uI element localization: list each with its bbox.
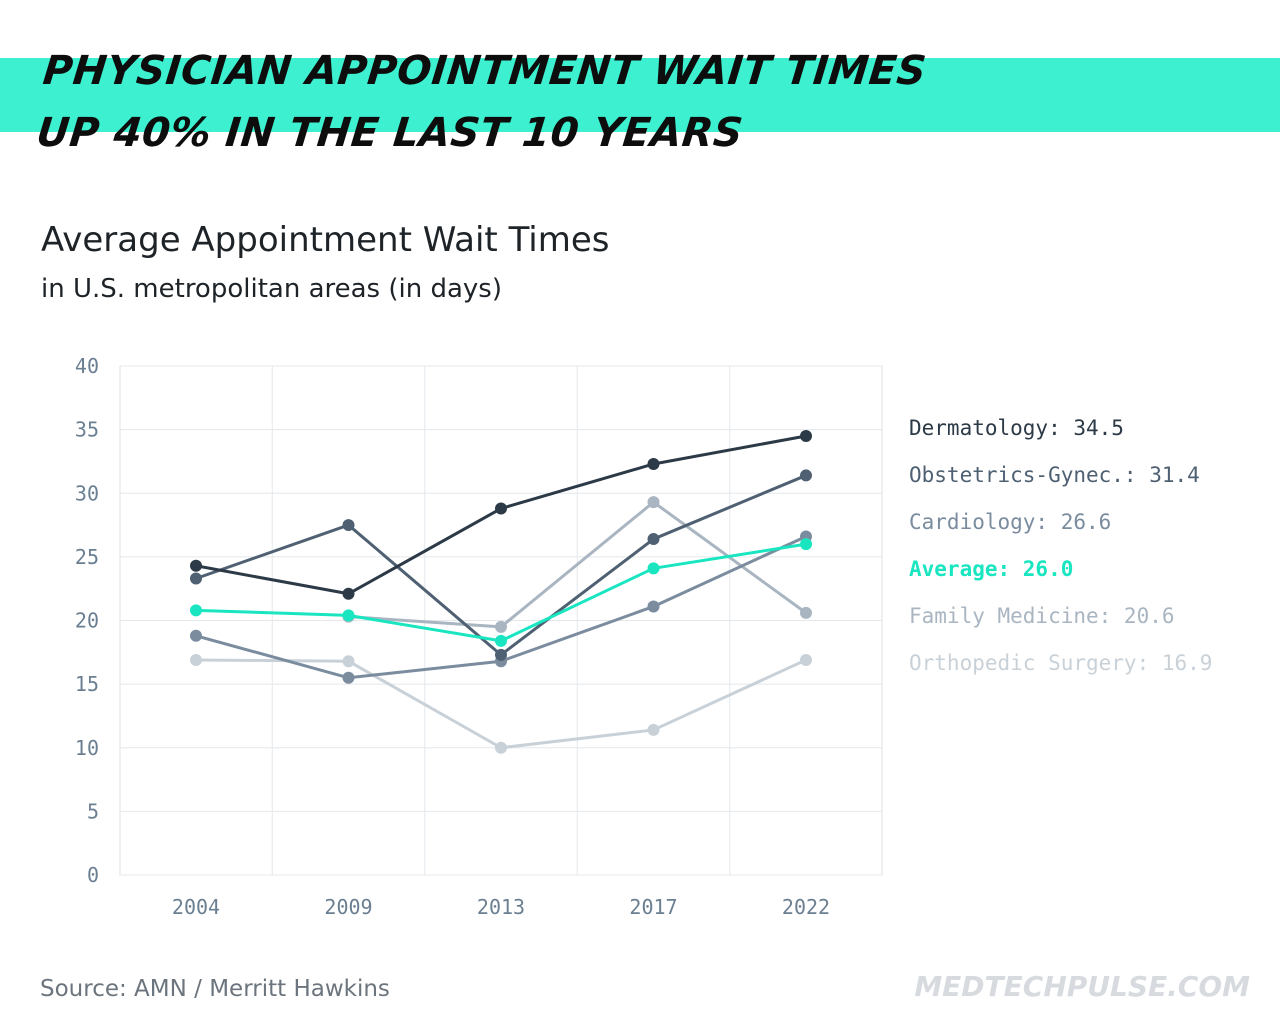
y-tick-label: 25: [75, 545, 99, 569]
data-point-obstetrics-gynec: [800, 469, 812, 482]
data-point-dermatology: [342, 587, 355, 600]
x-tick-label: 2017: [629, 895, 677, 919]
x-tick-label: 2009: [324, 895, 372, 919]
data-point-obstetrics-gynec: [495, 648, 507, 661]
data-point-orthopedic-surgery: [647, 723, 660, 736]
y-tick-label: 35: [75, 418, 99, 442]
legend-label-orthopedic-surgery: Orthopedic Surgery: 16.9: [909, 651, 1212, 675]
data-point-obstetrics-gynec: [342, 519, 355, 532]
x-tick-label: 2013: [477, 895, 525, 919]
data-point-cardiology: [190, 629, 202, 642]
data-point-orthopedic-surgery: [190, 653, 202, 666]
chart-subtitle: in U.S. metropolitan areas (in days): [41, 274, 502, 304]
series-line-orthopedic-surgery: [195, 658, 807, 750]
legend-label-family-medicine: Family Medicine: 20.6: [909, 604, 1175, 628]
data-point-dermatology: [495, 502, 507, 515]
y-tick-label: 30: [75, 481, 99, 505]
legend-label-cardiology: Cardiology: 26.6: [909, 510, 1111, 534]
data-point-average: [190, 604, 202, 617]
data-point-average: [342, 609, 355, 622]
headline-banner: [0, 58, 1280, 132]
data-point-obstetrics-gynec: [190, 572, 202, 585]
data-point-dermatology: [190, 559, 202, 572]
data-point-average: [495, 634, 507, 647]
data-point-obstetrics-gynec: [647, 533, 660, 546]
chart-title: Average Appointment Wait Times: [41, 220, 610, 260]
brand-logo: MEDTECHPULSE.COM: [914, 970, 1250, 1003]
line-chart: 0 5 10 15 20 25 30 35 40 2004 2009 2013 2017 2022 Derm…: [75, 354, 1213, 919]
legend-label-average: Average: 26.0: [909, 557, 1073, 581]
data-point-dermatology: [647, 457, 660, 470]
data-point-dermatology: [800, 429, 812, 442]
y-tick-label: 40: [75, 354, 99, 378]
x-tick-label: 2004: [172, 895, 220, 919]
data-point-orthopedic-surgery: [342, 655, 355, 668]
data-point-family-medicine: [495, 620, 507, 633]
legend-label-obstetrics-gynec: Obstetrics-Gynec.: 31.4: [909, 463, 1200, 487]
source-note: Source: AMN / Merritt Hawkins: [40, 976, 390, 1002]
data-point-cardiology: [342, 671, 355, 684]
data-point-cardiology: [647, 600, 660, 613]
data-point-average: [800, 538, 812, 551]
x-tick-label: 2022: [782, 895, 830, 919]
y-tick-label: 0: [87, 863, 99, 887]
data-point-orthopedic-surgery: [800, 653, 812, 666]
data-point-family-medicine: [647, 496, 660, 509]
y-tick-label: 15: [75, 672, 99, 696]
data-point-orthopedic-surgery: [495, 741, 507, 754]
legend-label-dermatology: Dermatology: 34.5: [909, 416, 1124, 440]
y-tick-label: 10: [75, 736, 99, 760]
data-point-average: [647, 562, 660, 575]
y-tick-label: 5: [87, 799, 99, 823]
data-point-family-medicine: [800, 606, 812, 619]
y-tick-label: 20: [75, 609, 99, 633]
